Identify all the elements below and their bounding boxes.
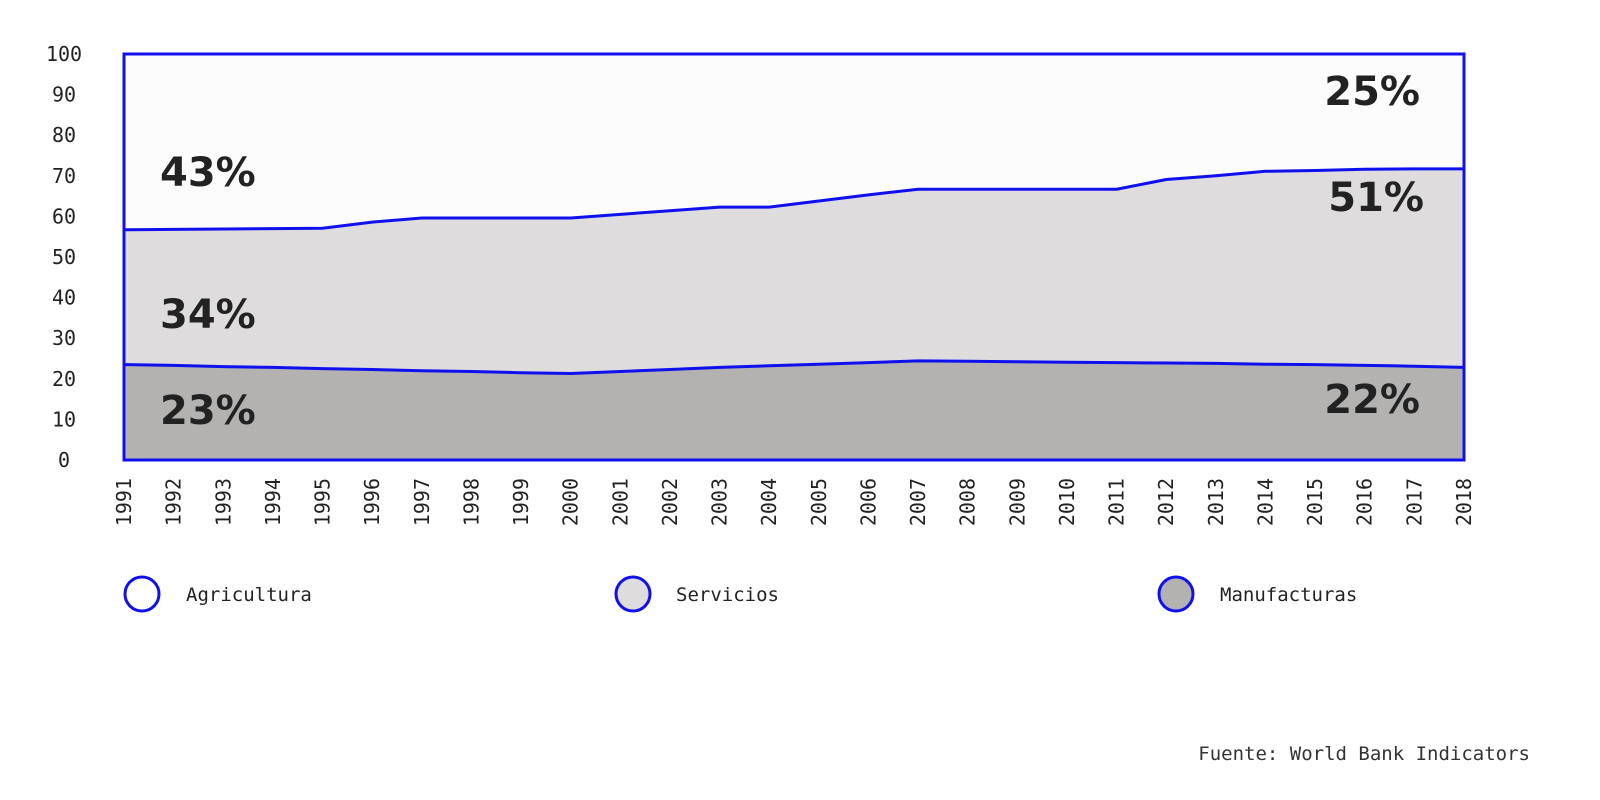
x-tick-label: 1991 xyxy=(112,478,136,526)
y-tick-label: 90 xyxy=(52,83,76,107)
y-tick-label: 100 xyxy=(46,42,82,66)
plot-border xyxy=(122,52,1466,462)
x-tick-label: 2007 xyxy=(906,478,930,526)
x-tick-label: 1995 xyxy=(311,478,335,526)
y-tick-label: 60 xyxy=(52,204,76,228)
label-manufacturas-start: 23% xyxy=(160,388,256,434)
legend-manufacturas-label: Manufacturas xyxy=(1220,584,1357,606)
y-tick-label: 30 xyxy=(52,326,76,350)
x-tick-label: 1999 xyxy=(509,478,533,526)
area-servicios xyxy=(124,168,1464,374)
source-note: Fuente: World Bank Indicators xyxy=(1198,743,1530,765)
line-servicios-top xyxy=(123,167,1464,232)
x-tick-label: 2009 xyxy=(1005,478,1029,526)
y-tick-label: 20 xyxy=(52,367,76,391)
x-tick-label: 1994 xyxy=(261,478,285,526)
x-tick-label: 2013 xyxy=(1204,478,1228,526)
x-tick-label: 2005 xyxy=(807,478,831,526)
legend-manufacturas-marker xyxy=(1157,575,1195,613)
y-tick-label: 70 xyxy=(52,164,76,188)
x-tick-label: 2002 xyxy=(658,478,682,526)
x-tick-label: 2011 xyxy=(1105,478,1129,526)
x-tick-label: 1992 xyxy=(162,478,186,526)
label-manufacturas-end: 22% xyxy=(1324,377,1420,423)
area-manufacturas xyxy=(124,360,1464,460)
legend-agricultura-label: Agricultura xyxy=(186,584,312,606)
x-tick-label: 2008 xyxy=(956,478,980,526)
x-tick-label: 1996 xyxy=(360,478,384,526)
legend-agricultura-marker xyxy=(123,575,161,613)
label-agricultura-end: 25% xyxy=(1324,69,1420,115)
x-tick-label: 2001 xyxy=(608,478,632,526)
label-agricultura-start: 43% xyxy=(160,150,256,196)
legend-servicios-label: Servicios xyxy=(676,584,779,606)
x-tick-label: 1998 xyxy=(459,478,483,526)
x-tick-label: 2012 xyxy=(1154,478,1178,526)
label-servicios-end: 51% xyxy=(1328,175,1424,221)
x-tick-label: 2016 xyxy=(1353,478,1377,526)
line-manufacturas-top xyxy=(123,359,1465,376)
y-tick-label: 40 xyxy=(52,286,76,310)
x-tick-label: 2017 xyxy=(1402,478,1426,526)
x-tick-label: 2010 xyxy=(1055,478,1079,526)
x-tick-label: 2003 xyxy=(708,478,732,526)
x-tick-label: 2015 xyxy=(1303,478,1327,526)
y-tick-label: 50 xyxy=(52,245,76,269)
label-servicios-start: 34% xyxy=(160,292,256,338)
x-tick-label: 2014 xyxy=(1253,478,1277,526)
y-tick-label: 0 xyxy=(58,448,70,472)
x-tick-label: 2006 xyxy=(856,478,880,526)
y-tick-label: 80 xyxy=(52,123,76,147)
y-tick-label: 10 xyxy=(52,407,76,431)
x-tick-label: 2018 xyxy=(1452,478,1476,526)
legend-servicios-marker xyxy=(614,575,652,613)
x-tick-label: 2000 xyxy=(559,478,583,526)
x-tick-label: 2004 xyxy=(757,478,781,526)
x-tick-label: 1997 xyxy=(410,478,434,526)
x-tick-label: 1993 xyxy=(211,478,235,526)
